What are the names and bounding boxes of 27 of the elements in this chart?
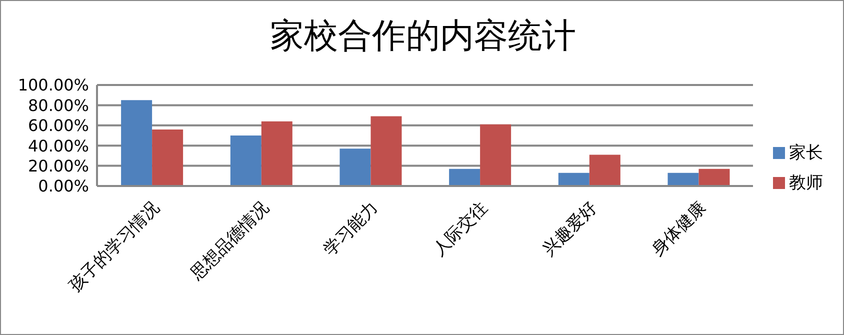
y-tick-label: 100.00% <box>18 76 89 95</box>
bar <box>121 100 152 186</box>
chart-title: 家校合作的内容统计 <box>269 15 577 58</box>
bar <box>340 148 371 186</box>
bar <box>589 154 620 186</box>
y-tick-label: 40.00% <box>28 136 89 156</box>
bar <box>668 172 699 186</box>
y-tick-label: 60.00% <box>28 116 89 136</box>
y-tick-label: 80.00% <box>28 96 89 115</box>
bar <box>152 129 184 186</box>
bar <box>698 168 730 186</box>
bar <box>261 121 292 186</box>
y-tick-label: 20.00% <box>28 156 89 176</box>
x-tick-label: 学习能力 <box>320 198 382 260</box>
legend-label: 家长 <box>789 142 823 162</box>
y-tick-label: 0.00% <box>38 176 89 196</box>
x-tick-label: 思想品德情况 <box>186 198 273 285</box>
bar <box>480 124 512 186</box>
bar <box>449 168 480 186</box>
legend-label: 教师 <box>789 172 823 192</box>
x-tick-label: 兴趣爱好 <box>538 198 601 260</box>
x-tick-label: 身体健康 <box>648 198 710 260</box>
x-tick-label: 人际交往 <box>429 198 492 260</box>
bar <box>558 172 590 186</box>
x-tick-label: 孩子的学习情况 <box>65 198 164 296</box>
bar <box>230 136 262 186</box>
bar <box>370 116 402 186</box>
